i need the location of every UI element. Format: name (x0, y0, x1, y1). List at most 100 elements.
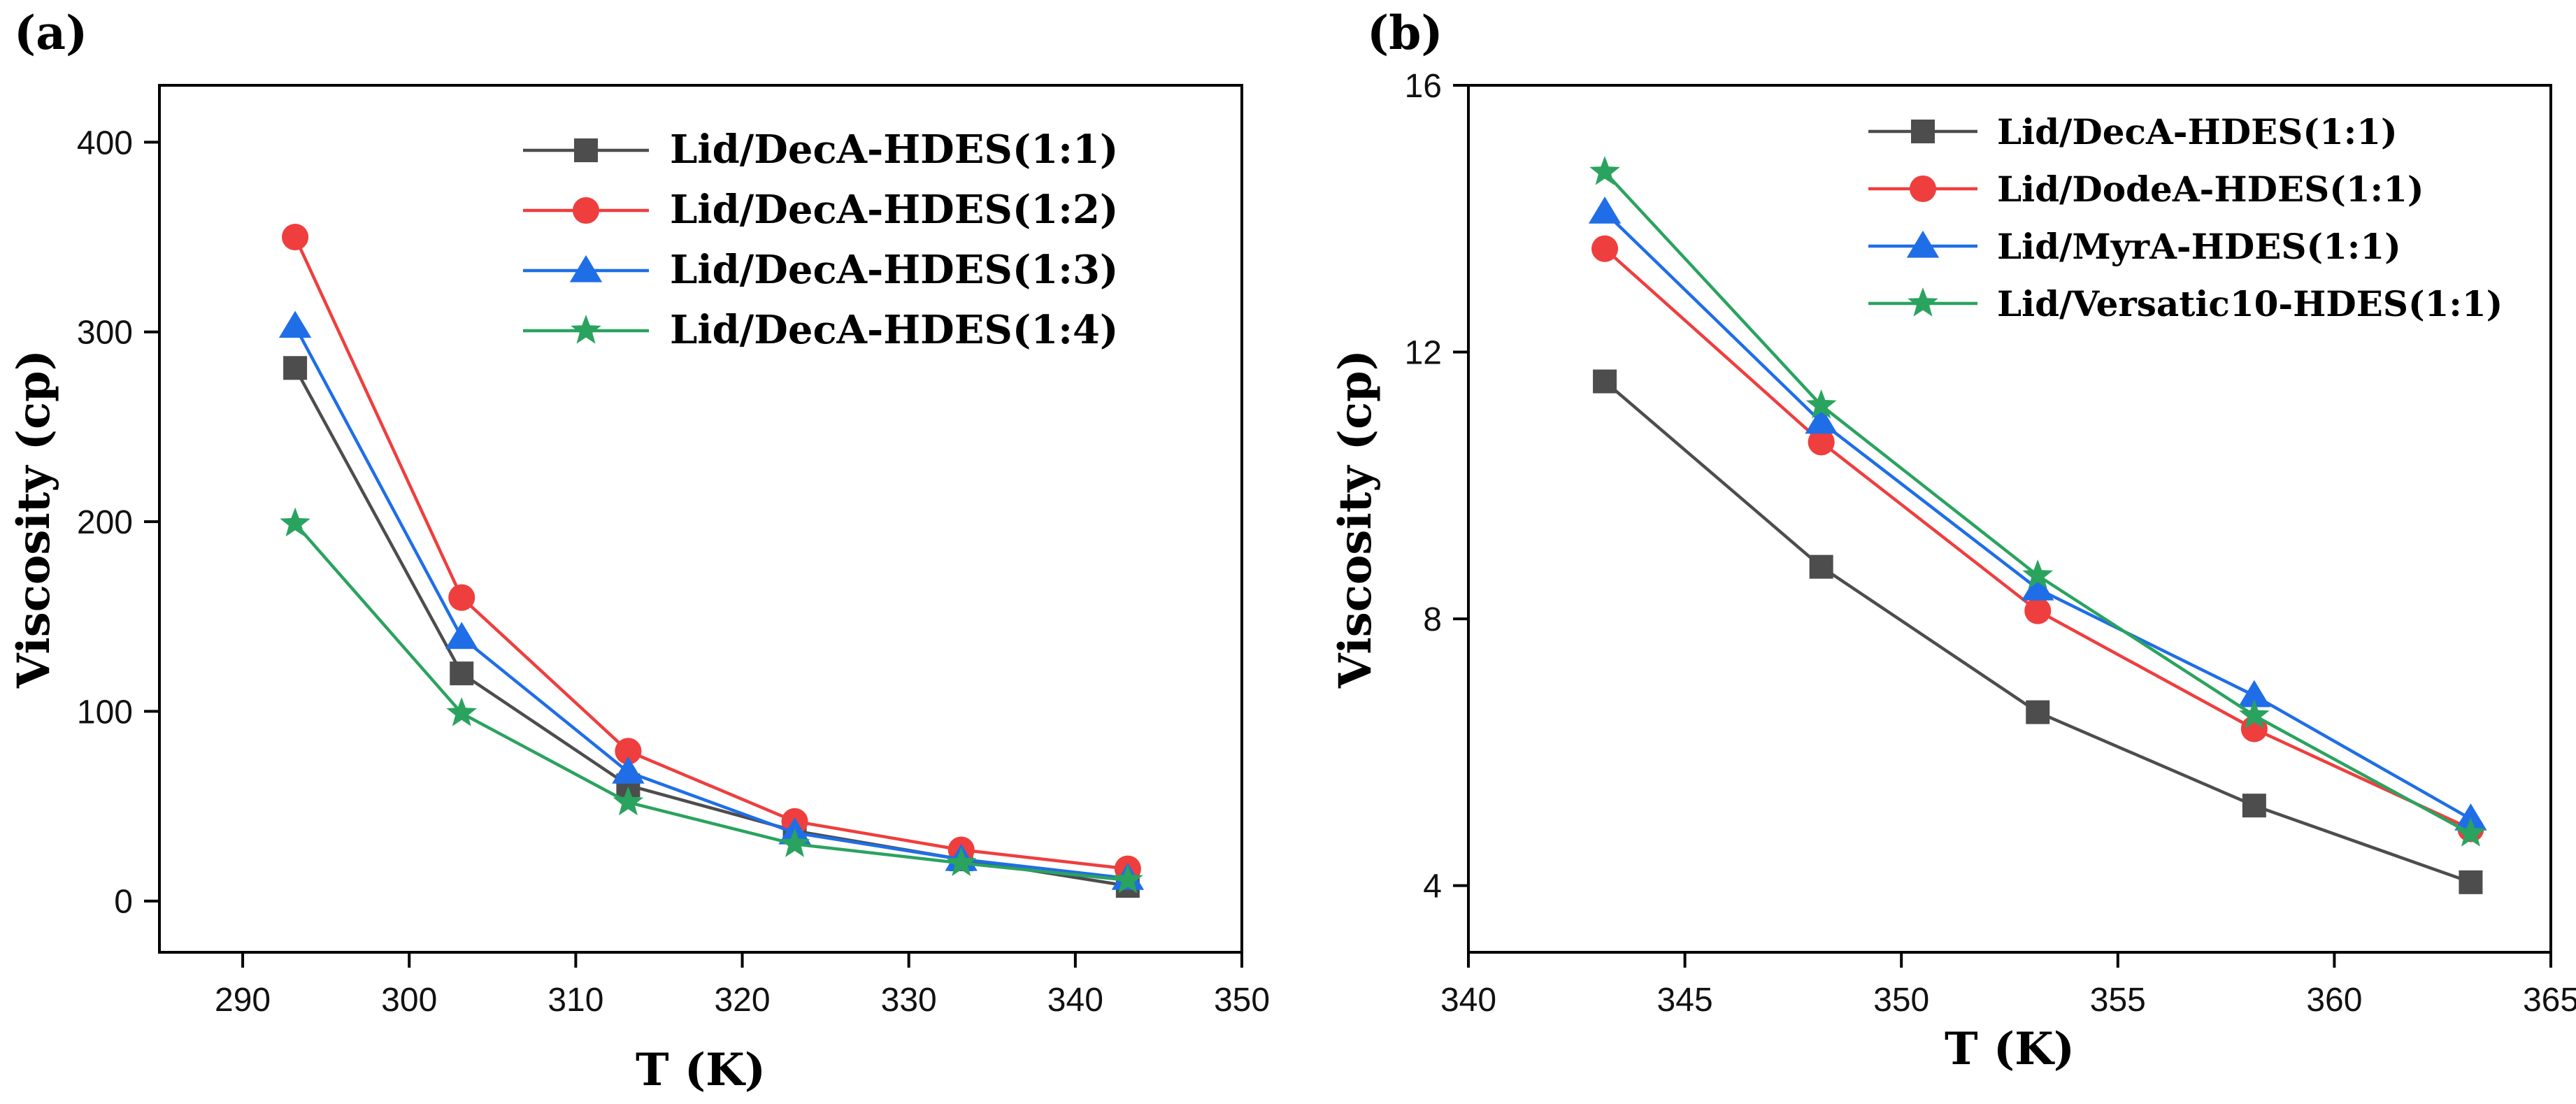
y-tick-label: 100 (77, 694, 133, 731)
series-layer-a (278, 224, 1145, 898)
legend-label: Lid/MyrA-HDES(1:1) (1997, 226, 2401, 267)
x-tick-label: 360 (2306, 982, 2362, 1019)
y-axis-title-b: Viscosity (cp) (1329, 350, 1382, 689)
y-tick-label: 12 (1405, 335, 1442, 372)
legend-a: Lid/DecA-HDES(1:1) Lid/DecA-HDES(1:2) Lid/… (523, 127, 1118, 353)
data-point (2022, 573, 2054, 601)
x-tick-label: 350 (1214, 982, 1270, 1019)
legend-item: Lid/Versatic10-HDES(1:1) (1868, 283, 2503, 324)
y-tick-label: 0 (114, 884, 133, 921)
x-tick-label: 300 (381, 982, 437, 1019)
data-point (446, 697, 478, 726)
data-point (1808, 429, 1835, 456)
data-point (613, 786, 644, 816)
x-axis-title-b: T (K) (1945, 1023, 2075, 1075)
legend-item: Lid/DodeA-HDES(1:1) (1868, 169, 2424, 210)
data-point (1112, 863, 1143, 894)
x-tick-label: 330 (881, 982, 937, 1019)
data-point (282, 224, 309, 251)
plot-frame-b (1467, 84, 2552, 954)
data-point (2242, 794, 2266, 818)
legend-marker (1909, 175, 1937, 203)
y-tick-label: 16 (1405, 68, 1442, 105)
y-tick-label: 4 (1423, 868, 1442, 905)
legend-marker (572, 196, 600, 224)
series-1 (283, 356, 1140, 898)
series-line (294, 367, 1129, 888)
data-point (2238, 680, 2271, 708)
data-point (1593, 369, 1617, 394)
x-tick-label: 345 (1657, 982, 1713, 1019)
legend-b: Lid/DecA-HDES(1:1) Lid/DodeA-HDES(1:1) Lid… (1868, 111, 2503, 324)
data-point (280, 507, 310, 537)
legend-item: Lid/MyrA-HDES(1:1) (1868, 226, 2401, 267)
y-tick-label: 400 (77, 124, 133, 162)
series-3 (1588, 196, 2487, 831)
y-tick-label: 300 (77, 315, 133, 352)
data-point (1805, 389, 1837, 419)
x-tick-label: 320 (714, 982, 770, 1019)
series-line (294, 236, 1129, 870)
plot-frame-a (158, 84, 1243, 954)
data-point (1805, 406, 1838, 434)
x-tick-label: 340 (1047, 982, 1103, 1019)
series-line (294, 522, 1129, 882)
legend-marker (569, 255, 603, 282)
data-point (2455, 817, 2486, 847)
legend-label: Lid/DecA-HDES(1:3) (670, 247, 1118, 293)
panel-label-b: (b) (1367, 6, 1443, 60)
legend-marker (571, 315, 601, 344)
legend-item: Lid/DecA-HDES(1:1) (523, 127, 1118, 173)
legend-marker (574, 138, 598, 162)
data-point (945, 847, 977, 876)
series-line (1603, 248, 2472, 831)
data-point (1809, 554, 1833, 579)
ticks-a: 290 300 310 320 330 340 350 0 100 200 300 400 (77, 124, 1270, 1019)
data-point (615, 738, 642, 765)
data-point (445, 622, 478, 650)
legend-label: Lid/DecA-HDES(1:1) (1997, 111, 2398, 152)
series-line (1603, 380, 2472, 884)
data-point (1588, 196, 1622, 224)
x-tick-label: 355 (2090, 982, 2146, 1019)
data-point (2024, 597, 2052, 624)
y-axis-title-a: Viscosity (cp) (8, 350, 60, 689)
data-point (2026, 700, 2050, 724)
data-point (448, 584, 475, 611)
series-2 (1591, 235, 2484, 843)
ticks-b: 340 345 350 355 360 365 4 8 12 16 (1405, 68, 2576, 1019)
legend-marker (1906, 230, 1940, 258)
data-point (612, 757, 645, 784)
x-tick-label: 350 (1873, 982, 1929, 1019)
legend-marker (1908, 287, 1938, 317)
legend-label: Lid/DodeA-HDES(1:1) (1997, 169, 2424, 210)
data-point (2454, 803, 2487, 831)
y-tick-label: 200 (77, 504, 133, 541)
data-point (1589, 156, 1620, 185)
y-tick-label: 8 (1423, 601, 1442, 638)
chart-panel-a: (a) 290 300 310 320 330 340 350 0 100 200 300 400 L… (8, 6, 1270, 1096)
data-point (278, 310, 312, 338)
legend-item: Lid/DecA-HDES(1:1) (1868, 111, 2398, 152)
legend-item: Lid/DecA-HDES(1:3) (523, 247, 1118, 293)
data-point (2459, 870, 2483, 894)
legend-item: Lid/DecA-HDES(1:4) (523, 307, 1118, 353)
x-axis-title-a: T (K) (636, 1044, 766, 1096)
series-line (294, 325, 1129, 880)
x-tick-label: 290 (215, 982, 271, 1019)
panel-label-a: (a) (14, 6, 87, 60)
data-point (2239, 699, 2270, 729)
legend-label: Lid/DecA-HDES(1:2) (670, 187, 1118, 233)
legend-marker (1911, 120, 1935, 143)
data-point (779, 828, 810, 857)
data-point (2022, 559, 2054, 589)
x-tick-label: 310 (548, 982, 603, 1019)
legend-label: Lid/DecA-HDES(1:4) (670, 307, 1118, 353)
series-4 (1589, 156, 2486, 847)
series-4 (280, 507, 1143, 894)
series-3 (278, 310, 1145, 890)
chart-panel-b: (b) 340 345 350 355 360 365 4 8 12 16 Lid/DecA-HD… (1329, 6, 2576, 1075)
series-1 (1593, 369, 2483, 894)
legend-label: Lid/Versatic10-HDES(1:1) (1997, 283, 2503, 324)
